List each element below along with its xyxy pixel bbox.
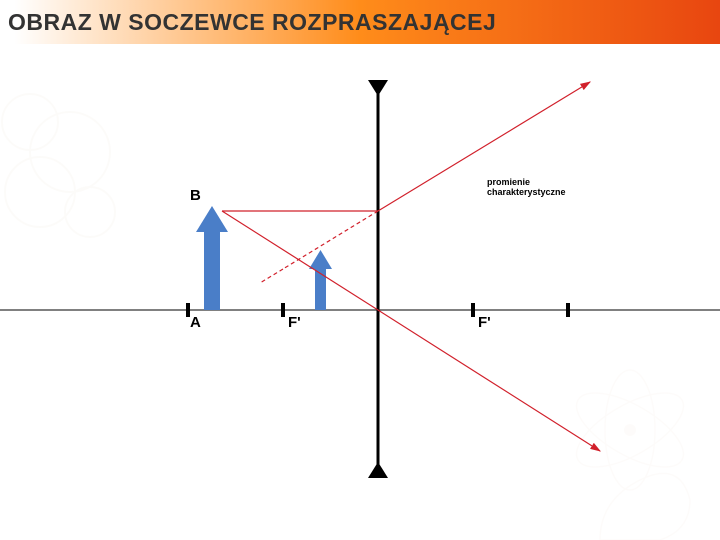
- lens-cap-bottom: [368, 462, 388, 478]
- annotation-rays: promienie charakterystyczne: [487, 178, 566, 198]
- annotation-line2: charakterystyczne: [487, 187, 566, 197]
- diagram-svg: [0, 44, 720, 540]
- lens-cap-top: [368, 80, 388, 96]
- label-B: B: [190, 187, 201, 204]
- header-bar: OBRAZ W SOCZEWCE ROZPRASZAJĄCEJ: [0, 0, 720, 44]
- ray-parallel-virtual: [283, 211, 378, 269]
- image-arrow-body: [315, 266, 326, 310]
- object-arrow-body: [204, 228, 220, 310]
- page-title: OBRAZ W SOCZEWCE ROZPRASZAJĄCEJ: [8, 9, 496, 36]
- label-A: A: [190, 314, 201, 331]
- optics-diagram: B A F' F' promienie charakterystyczne: [0, 44, 720, 540]
- ray-parallel-virtual-ext: [260, 269, 283, 283]
- label-F-right: F': [478, 314, 491, 331]
- annotation-line1: promienie: [487, 177, 530, 187]
- object-arrow-head: [196, 206, 228, 232]
- label-F-left: F': [288, 314, 301, 331]
- ray-center: [222, 211, 600, 451]
- image-arrow-head: [309, 250, 332, 269]
